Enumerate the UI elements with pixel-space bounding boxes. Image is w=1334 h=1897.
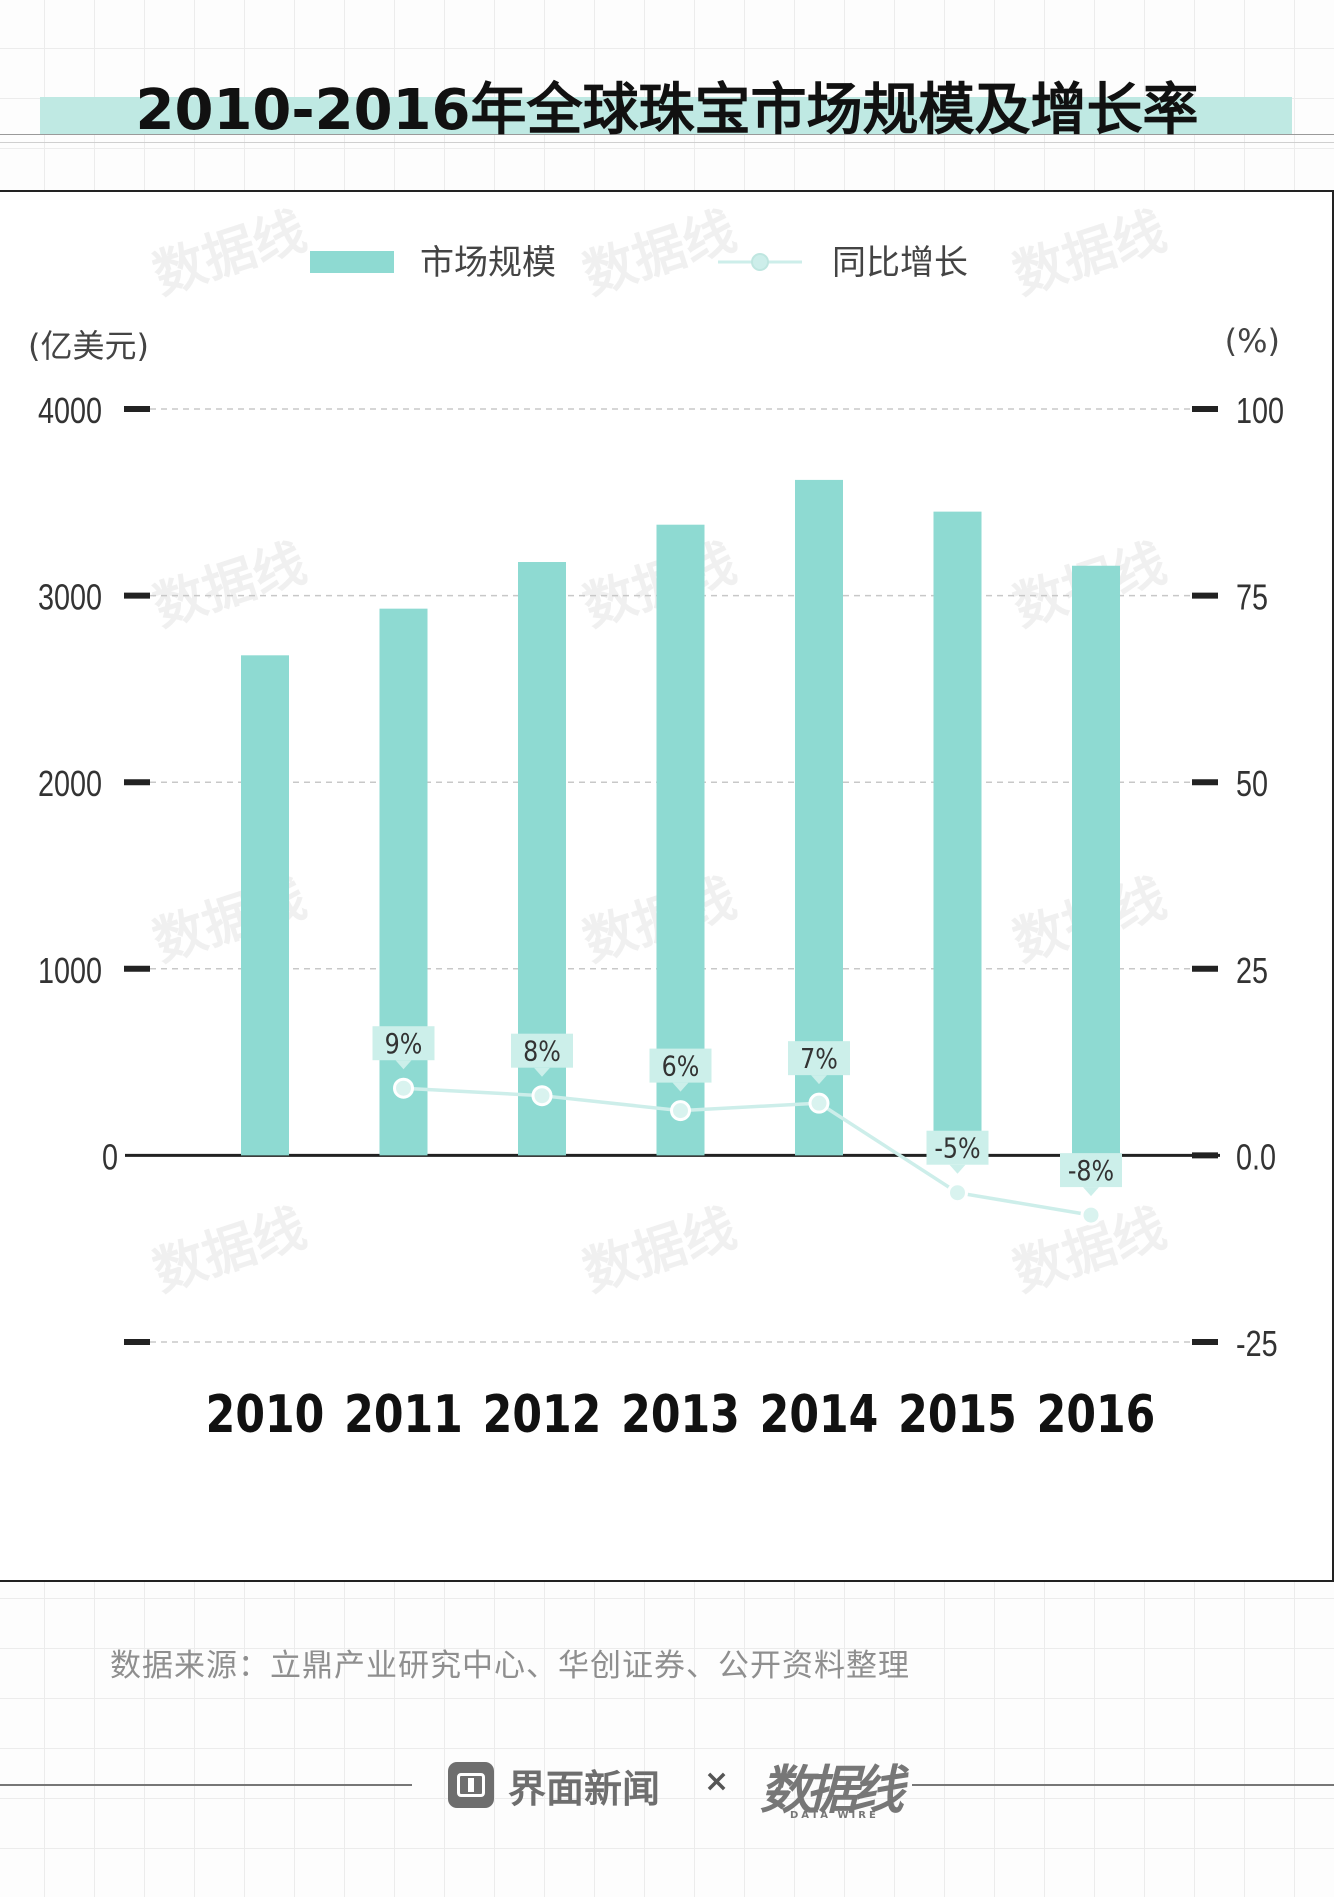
growth-line — [403, 1086, 1092, 1217]
growth-label-bg — [788, 1041, 850, 1076]
title-rule — [0, 134, 1334, 135]
growth-point — [1080, 1204, 1102, 1226]
footer-rule-left — [0, 1784, 412, 1786]
growth-point — [531, 1085, 553, 1107]
growth-data-label: -8% — [1068, 1155, 1114, 1187]
chart-panel: 数据线数据线数据线数据线数据线数据线数据线数据线数据线数据线数据线数据线4000… — [0, 190, 1334, 1582]
footer-brand-bar: 界面新闻 × 数据线 DATA WIRE — [0, 1740, 1334, 1830]
title-rule-secondary — [0, 142, 1334, 143]
right-tick-label: -25 — [1236, 1323, 1278, 1364]
left-tick-label: 0 — [102, 1136, 118, 1177]
bar — [933, 511, 982, 1156]
datawire-logo-sub: DATA WIRE — [790, 1810, 879, 1821]
title-area: 2010-2016年全球珠宝市场规模及增长率 — [0, 50, 1334, 160]
watermark-text: 数据线 — [146, 200, 313, 306]
legend-line-marker — [751, 253, 769, 271]
left-tick-label: 3000 — [38, 576, 102, 617]
growth-data-label: -5% — [934, 1133, 980, 1165]
bar — [1072, 565, 1120, 1156]
growth-label-pointer — [949, 1164, 966, 1174]
watermark-text: 数据线 — [576, 1197, 743, 1303]
legend-bar-label: 市场规模 — [420, 243, 556, 283]
left-axis-unit-label: (亿美元) — [28, 327, 149, 365]
growth-label-bg — [1060, 1153, 1122, 1188]
left-tick-label: 4000 — [38, 390, 102, 431]
growth-point — [393, 1077, 414, 1099]
chart-title: 2010-2016年全球珠宝市场规模及增长率 — [135, 78, 1199, 143]
brand-separator: × — [704, 1764, 730, 1799]
growth-data-label: 8% — [523, 1036, 561, 1068]
title-highlight-band — [40, 97, 1292, 135]
datawire-logo: 数据线 — [760, 1760, 904, 1821]
left-tick-label: 2000 — [38, 763, 102, 804]
growth-label-bg — [511, 1033, 573, 1068]
watermark-text: 数据线 — [146, 532, 313, 638]
x-tick-label: 2013 — [621, 1385, 740, 1445]
growth-point — [947, 1182, 968, 1204]
growth-label-pointer — [811, 1075, 827, 1085]
x-tick-label: 2012 — [483, 1385, 602, 1445]
growth-point — [808, 1092, 830, 1114]
data-source-note: 数据来源：立鼎产业研究中心、华创证券、公开资料整理 — [110, 1648, 910, 1684]
legend-bar-swatch — [310, 251, 394, 273]
growth-label-pointer — [672, 1082, 689, 1092]
chart-svg: 数据线数据线数据线数据线数据线数据线数据线数据线数据线数据线数据线数据线4000… — [28, 200, 1284, 1445]
brand-name: 界面新闻 — [508, 1767, 661, 1811]
jiemian-logo-icon — [448, 1762, 494, 1808]
x-tick-label: 2015 — [898, 1385, 1017, 1445]
x-tick-label: 2016 — [1037, 1385, 1156, 1445]
bar — [379, 608, 428, 1156]
right-tick-label: 100 — [1236, 390, 1284, 431]
x-tick-label: 2014 — [760, 1385, 879, 1445]
right-tick-label: 50 — [1236, 763, 1268, 804]
left-tick-label: 1000 — [38, 950, 102, 991]
growth-label-bg — [926, 1130, 989, 1165]
bar — [241, 655, 289, 1156]
right-axis-unit-label: (%) — [1225, 322, 1280, 360]
growth-point — [670, 1100, 691, 1122]
growth-data-label: 7% — [800, 1043, 838, 1075]
growth-label-pointer — [534, 1067, 550, 1077]
x-tick-label: 2010 — [206, 1385, 325, 1445]
growth-label-pointer — [1083, 1187, 1099, 1197]
growth-data-label: 9% — [385, 1028, 423, 1060]
x-tick-label: 2011 — [344, 1385, 463, 1445]
right-tick-label: 0.0 — [1236, 1136, 1276, 1177]
growth-data-label: 6% — [662, 1051, 700, 1083]
legend-line-label: 同比增长 — [832, 243, 968, 283]
growth-label-bg — [649, 1048, 712, 1083]
right-tick-label: 75 — [1236, 576, 1268, 617]
watermark-text: 数据线 — [1006, 200, 1173, 306]
watermark-text: 数据线 — [146, 1197, 313, 1303]
watermark-text: 数据线 — [576, 200, 743, 306]
right-tick-label: 25 — [1236, 950, 1268, 991]
growth-label-bg — [372, 1026, 435, 1061]
footer-rule-right — [912, 1784, 1334, 1786]
growth-label-pointer — [395, 1060, 412, 1070]
